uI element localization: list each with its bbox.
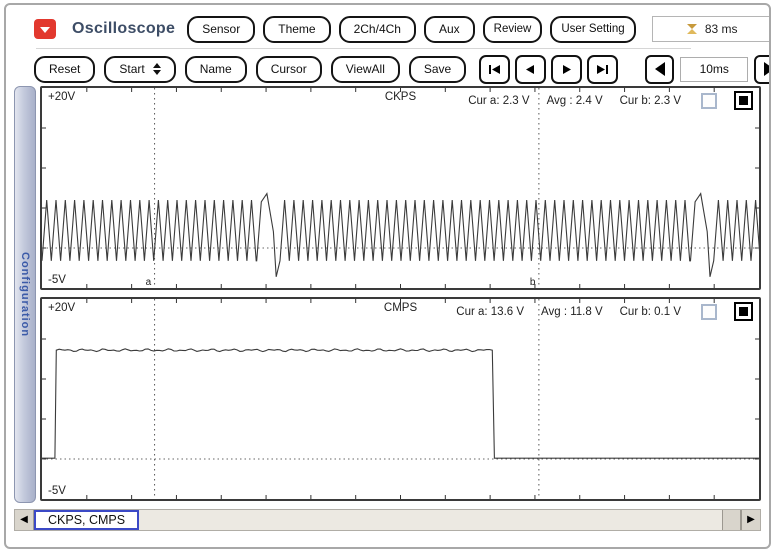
y-min-label: -5V [48,274,66,286]
channel-active-checkbox[interactable] [734,91,753,110]
timing-display: 83 ms [651,16,769,42]
y-max-label: +20V [48,91,76,103]
name-button[interactable]: Name [184,55,247,83]
channel-panel-ckps: +20V CKPS Cur a: 2.3 V Avg : 2.4 V Cur b… [40,86,761,290]
scrollbar-track[interactable] [139,510,722,530]
channel-measurements: Cur a: 2.3 V Avg : 2.4 V Cur b: 2.3 V [468,91,753,110]
scroll-left-button[interactable]: ◀ [15,510,34,530]
skip-to-end-button[interactable] [587,54,619,84]
scrollbar-thumb[interactable] [722,510,741,530]
step-back-button[interactable] [515,54,547,84]
timing-icon [686,24,697,34]
start-button[interactable]: Start [104,55,176,83]
configuration-tab-label: Configuration [19,251,31,338]
oscilloscope-window: Oscilloscope Sensor Theme 2Ch/4Ch Aux Re… [4,3,771,549]
channels-status-label: CKPS, CMPS [34,510,140,530]
toolbar-main: Reset Start Name Cursor ViewAll Save 10m… [34,54,769,84]
cursor-a-value: Cur a: 2.3 V [468,94,530,107]
status-scrollbar: ◀ CKPS, CMPS ▶ [14,509,761,531]
aux-button[interactable]: Aux [423,15,475,43]
time-base-increase-button[interactable] [754,54,769,84]
channel-active-checkbox[interactable] [734,302,753,321]
y-min-label: -5V [48,485,66,497]
channel-measurements: Cur a: 13.6 V Avg : 11.8 V Cur b: 0.1 V [456,302,753,321]
cursor-b-value: Cur b: 0.1 V [619,305,681,318]
reset-button[interactable]: Reset [34,55,96,83]
channel-title: CMPS [383,302,418,314]
y-max-label: +20V [48,302,76,314]
user-setting-button[interactable]: User Setting [550,15,636,43]
cmps-waveform [42,299,759,499]
time-base-decrease-button[interactable] [645,54,675,84]
svg-text:b: b [530,277,536,288]
playback-controls [479,54,619,84]
avg-value: Avg : 2.4 V [546,94,603,107]
channel-visible-checkbox[interactable] [701,92,717,109]
configuration-tab[interactable]: Configuration [14,86,36,503]
timing-value: 83 ms [704,22,738,36]
app-dropdown-icon[interactable] [34,19,56,39]
toolbar-top: Oscilloscope Sensor Theme 2Ch/4Ch Aux Re… [34,12,769,46]
page-title: Oscilloscope [72,20,176,37]
step-forward-button[interactable] [551,54,583,84]
start-spinner-icon[interactable] [152,63,161,75]
theme-button[interactable]: Theme [263,15,331,43]
channel-mode-button[interactable]: 2Ch/4Ch [338,15,416,43]
toolbar-divider [36,48,691,49]
skip-to-start-button[interactable] [479,54,511,84]
time-base-value: 10ms [680,56,749,82]
main-area: Configuration +20V CKPS Cur a: 2.3 V Avg… [14,86,761,503]
avg-value: Avg : 11.8 V [541,305,603,318]
start-button-label: Start [119,62,145,76]
svg-text:a: a [146,277,152,288]
channel-panels: +20V CKPS Cur a: 2.3 V Avg : 2.4 V Cur b… [40,86,761,503]
channel-visible-checkbox[interactable] [701,303,717,320]
time-base-selector: 10ms [645,54,769,84]
view-all-button[interactable]: ViewAll [330,55,400,83]
channel-panel-cmps: +20V CMPS Cur a: 13.6 V Avg : 11.8 V Cur… [40,297,761,501]
cursor-b-value: Cur b: 2.3 V [619,94,681,107]
scroll-right-button[interactable]: ▶ [741,510,760,530]
cursor-a-value: Cur a: 13.6 V [456,305,525,318]
cursor-button[interactable]: Cursor [255,55,322,83]
save-button[interactable]: Save [408,55,467,83]
review-button[interactable]: Review [482,15,543,43]
sensor-button[interactable]: Sensor [187,15,256,43]
channel-title: CKPS [384,91,417,103]
